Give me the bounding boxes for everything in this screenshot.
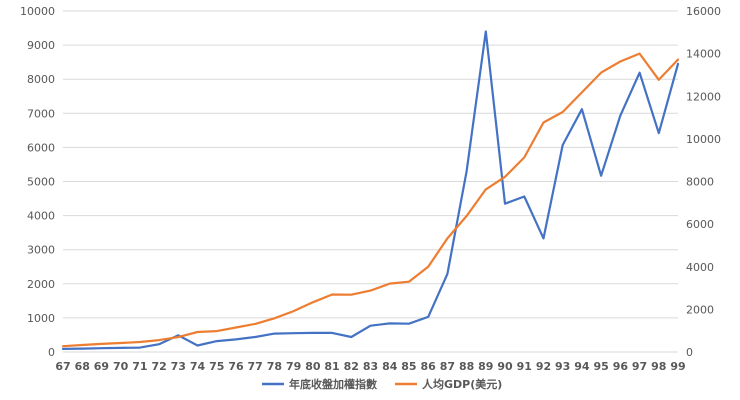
- left-tick-label: 2000: [27, 278, 55, 291]
- x-tick-label: 83: [363, 360, 378, 373]
- x-tick-label: 91: [517, 360, 532, 373]
- x-tick-label: 82: [344, 360, 359, 373]
- series-lines: [61, 30, 680, 350]
- right-tick-label: 4000: [686, 261, 714, 274]
- grid-lines: [63, 10, 678, 353]
- right-tick-label: 2000: [686, 303, 714, 316]
- left-tick-label: 0: [48, 346, 55, 359]
- left-tick-label: 9000: [27, 39, 55, 52]
- x-tick-label: 77: [248, 360, 263, 373]
- x-tick-label: 70: [113, 360, 129, 373]
- x-tick-label: 84: [382, 360, 398, 373]
- x-tick-label: 72: [151, 360, 166, 373]
- x-tick-label: 74: [190, 360, 206, 373]
- x-tick-label: 90: [497, 360, 513, 373]
- right-axis-ticks: 0 2000 4000 6000 8000 10000 12000 14000 16000: [686, 5, 721, 359]
- left-tick-label: 1000: [27, 312, 55, 325]
- x-tick-label: 68: [75, 360, 90, 373]
- right-tick-label: 12000: [686, 90, 721, 103]
- x-axis-ticks: 67 68 69 70 71 72 73 74 75 76 77 78 79 80 81 82 83 84 85 86…: [55, 360, 685, 373]
- x-tick-label: 76: [228, 360, 244, 373]
- left-tick-label: 8000: [27, 73, 55, 86]
- x-tick-label: 98: [651, 360, 666, 373]
- left-tick-label: 3000: [27, 244, 55, 257]
- left-tick-label: 6000: [27, 141, 55, 154]
- left-axis-ticks: 0 1000 2000 3000 4000 5000 6000 7000 8000 9000 100…: [20, 5, 55, 359]
- x-tick-label: 97: [632, 360, 647, 373]
- x-tick-label: 95: [593, 360, 608, 373]
- x-tick-label: 92: [536, 360, 551, 373]
- x-tick-label: 73: [171, 360, 186, 373]
- left-tick-label: 7000: [27, 107, 55, 120]
- left-tick-label: 5000: [27, 176, 55, 189]
- legend-label-stock-index: 年底收盤加權指數: [289, 377, 377, 391]
- x-tick-label: 94: [574, 360, 590, 373]
- x-tick-label: 71: [132, 360, 147, 373]
- x-tick-label: 96: [613, 360, 629, 373]
- x-tick-label: 99: [670, 360, 685, 373]
- x-tick-label: 88: [459, 360, 474, 373]
- x-tick-label: 85: [401, 360, 416, 373]
- left-tick-label: 4000: [27, 210, 55, 223]
- x-tick-label: 78: [267, 360, 282, 373]
- right-tick-label: 0: [686, 346, 693, 359]
- series-line-gdp-per-capita: [61, 52, 680, 348]
- x-tick-label: 89: [478, 360, 493, 373]
- x-tick-label: 87: [440, 360, 455, 373]
- x-tick-label: 69: [94, 360, 109, 373]
- left-tick-label: 10000: [20, 5, 55, 18]
- x-tick-label: 81: [324, 360, 339, 373]
- series-line-stock-index: [61, 30, 680, 350]
- right-tick-label: 14000: [686, 48, 721, 61]
- x-tick-label: 93: [555, 360, 570, 373]
- x-tick-label: 79: [286, 360, 301, 373]
- right-tick-label: 8000: [686, 176, 714, 189]
- right-tick-label: 10000: [686, 133, 721, 146]
- x-tick-label: 80: [305, 360, 321, 373]
- x-tick-label: 67: [55, 360, 70, 373]
- legend-label-gdp-per-capita: 人均GDP(美元): [422, 377, 502, 391]
- right-tick-label: 16000: [686, 5, 721, 18]
- x-tick-label: 86: [421, 360, 437, 373]
- x-tick-label: 75: [209, 360, 224, 373]
- right-tick-label: 6000: [686, 218, 714, 231]
- legend: 年底收盤加權指數 人均GDP(美元): [262, 377, 502, 391]
